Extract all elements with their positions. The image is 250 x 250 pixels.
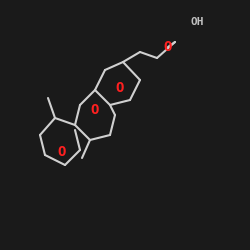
Text: O: O: [116, 81, 124, 95]
Text: OH: OH: [190, 17, 204, 27]
Text: O: O: [91, 103, 99, 117]
Text: O: O: [164, 40, 172, 54]
Text: O: O: [58, 145, 66, 159]
